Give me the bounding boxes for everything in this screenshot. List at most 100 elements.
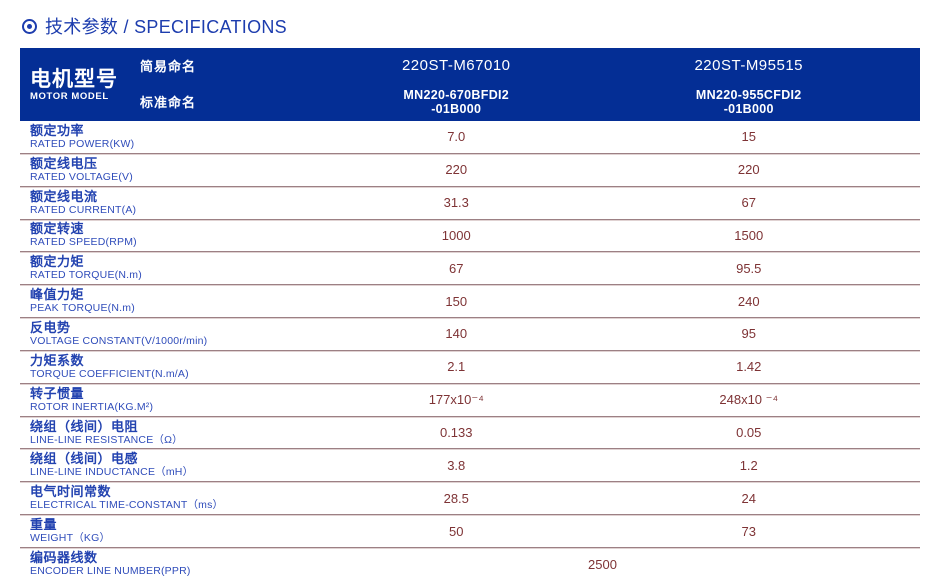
spec-label-en: PEAK TORQUE(N.m) — [30, 302, 135, 315]
spec-label-en: VOLTAGE CONSTANT(V/1000r/min) — [30, 334, 208, 347]
motor-model-header: 电机型号 MOTOR MODEL — [20, 48, 140, 121]
spec-value: 31.3 — [443, 195, 469, 211]
spec-value: 24 — [741, 490, 756, 506]
spec-label: 峰值力矩 PEAK TORQUE(N.m) — [20, 287, 310, 315]
spec-label: 反电势 VOLTAGE CONSTANT(V/1000r/min) — [20, 319, 310, 347]
spec-value: 1000 — [441, 227, 471, 243]
spec-value: 0.133 — [439, 425, 473, 441]
spec-label-en: RATED CURRENT(A) — [30, 203, 137, 216]
spec-label-en: RATED VOLTAGE(V) — [30, 170, 133, 183]
model-2-standard-name-line1: MN220-955CFDI2 — [695, 87, 802, 102]
spec-value: 2.1 — [447, 359, 466, 375]
spec-label-zh: 额定线电流 — [30, 188, 98, 204]
spec-row: 电气时间常数 ELECTRICAL TIME-CONSTANT（ms） 28.5 24 — [20, 482, 920, 516]
spec-row: 转子惯量 ROTOR INERTIA(KG.M²) 177x10⁻⁴ 248x10 ⁻… — [20, 384, 920, 417]
spec-value: 240 — [737, 293, 760, 309]
spec-label-zh: 额定功率 — [30, 122, 85, 138]
spec-row: 反电势 VOLTAGE CONSTANT(V/1000r/min) 140 95 — [20, 318, 920, 351]
spec-label-en: TORQUE COEFFICIENT(N.m/A) — [30, 367, 189, 380]
spec-label-zh: 绕组（线间）电感 — [30, 451, 139, 467]
spec-label-zh: 额定线电压 — [30, 155, 98, 171]
model-2-standard-name-line2: -01B000 — [723, 101, 774, 116]
spec-label: 额定力矩 RATED TORQUE(N.m) — [20, 254, 310, 282]
spec-label-zh: 转子惯量 — [30, 385, 85, 401]
motor-model-title-zh: 电机型号 — [30, 67, 118, 91]
spec-value: 1.2 — [739, 457, 758, 473]
spec-label: 额定功率 RATED POWER(KW) — [20, 122, 310, 150]
spec-value: 220 — [737, 162, 760, 178]
spec-label-zh: 力矩系数 — [30, 352, 85, 368]
spec-label: 力矩系数 TORQUE COEFFICIENT(N.m/A) — [20, 352, 310, 380]
model-2-simple-name: 220ST-M95515 — [694, 56, 804, 74]
spec-label: 绕组（线间）电感 LINE-LINE INDUCTANCE（mH） — [20, 451, 310, 479]
spec-label: 额定线电压 RATED VOLTAGE(V) — [20, 155, 310, 183]
spec-row: 峰值力矩 PEAK TORQUE(N.m) 150 240 — [20, 285, 920, 319]
spec-value: 1.42 — [736, 359, 762, 375]
circle-dot-icon — [22, 18, 37, 34]
simple-name-label: 简易命名 — [140, 58, 197, 74]
spec-row: 额定线电流 RATED CURRENT(A) 31.3 67 — [20, 187, 920, 220]
model-1-standard-name: MN220-670BFDI2 -01B000 — [310, 82, 603, 121]
model-2-standard-name: MN220-955CFDI2 -01B000 — [603, 82, 896, 121]
spec-row: 重量 WEIGHT（KG） 50 73 — [20, 515, 920, 548]
spec-rows: 额定功率 RATED POWER(KW) 7.0 15 额定线电压 RATED VOLTA… — [20, 121, 920, 581]
spec-label-zh: 反电势 — [30, 319, 71, 335]
spec-label-zh: 编码器线数 — [30, 550, 98, 566]
spec-label-zh: 重量 — [30, 517, 58, 533]
spec-value: 50 — [449, 523, 464, 539]
spec-label: 转子惯量 ROTOR INERTIA(KG.M²) — [20, 385, 310, 413]
spec-value: 0.05 — [736, 425, 762, 441]
spec-value: 73 — [741, 523, 756, 539]
spec-label-en: ROTOR INERTIA(KG.M²) — [30, 400, 154, 413]
naming-labels: 简易命名 标准命名 — [140, 48, 310, 121]
spec-label-en: RATED POWER(KW) — [30, 137, 135, 150]
spec-value: 7.0 — [447, 129, 466, 145]
column-header-model-1: 220ST-M67010 MN220-670BFDI2 -01B000 — [310, 48, 603, 121]
spec-label: 重量 WEIGHT（KG） — [20, 517, 310, 545]
spec-value-span: 2500 — [588, 556, 617, 572]
model-1-simple-name: 220ST-M67010 — [401, 56, 511, 74]
model-1-standard-name-line1: MN220-670BFDI2 — [403, 87, 510, 102]
motor-model-title-en: MOTOR MODEL — [30, 90, 109, 102]
spec-value: 248x10 ⁻⁴ — [719, 391, 779, 407]
spec-label-en: LINE-LINE INDUCTANCE（mH） — [30, 466, 194, 479]
spec-row: 编码器线数 ENCODER LINE NUMBER(PPR) 2500 — [20, 548, 920, 581]
spec-value: 150 — [445, 293, 468, 309]
model-1-standard-name-line2: -01B000 — [431, 101, 482, 116]
spec-label: 绕组（线间）电阻 LINE-LINE RESISTANCE（Ω） — [20, 418, 310, 446]
spec-label: 额定线电流 RATED CURRENT(A) — [20, 188, 310, 216]
spec-row: 额定力矩 RATED TORQUE(N.m) 67 95.5 — [20, 252, 920, 286]
spec-row: 力矩系数 TORQUE COEFFICIENT(N.m/A) 2.1 1.42 — [20, 351, 920, 384]
standard-name-label: 标准命名 — [140, 95, 197, 110]
spec-value: 67 — [449, 260, 464, 276]
header-spacer — [895, 48, 920, 121]
spec-label-zh: 峰值力矩 — [30, 287, 85, 303]
spec-row: 绕组（线间）电阻 LINE-LINE RESISTANCE（Ω） 0.133 0.05 — [20, 417, 920, 450]
spec-value: 140 — [445, 326, 468, 342]
spec-label-zh: 额定转速 — [30, 221, 85, 237]
spec-value: 177x10⁻⁴ — [428, 391, 484, 407]
spec-label-zh: 电气时间常数 — [30, 484, 112, 500]
spec-value: 1500 — [734, 227, 764, 243]
spec-value: 28.5 — [443, 490, 469, 506]
spec-value: 220 — [445, 162, 468, 178]
spec-label-en: RATED SPEED(RPM) — [30, 236, 137, 249]
page-title: 技术参数 / SPECIFICATIONS — [45, 17, 287, 37]
spec-label-en: ENCODER LINE NUMBER(PPR) — [30, 565, 191, 578]
spec-row: 额定线电压 RATED VOLTAGE(V) 220 220 — [20, 154, 920, 187]
spec-label-en: LINE-LINE RESISTANCE（Ω） — [30, 433, 183, 446]
spec-label-zh: 绕组（线间）电阻 — [30, 418, 139, 434]
spec-label-en: ELECTRICAL TIME-CONSTANT（ms） — [30, 499, 224, 512]
spec-row: 额定转速 RATED SPEED(RPM) 1000 1500 — [20, 220, 920, 253]
spec-row: 绕组（线间）电感 LINE-LINE INDUCTANCE（mH） 3.8 1.2 — [20, 449, 920, 483]
spec-value: 3.8 — [447, 457, 466, 473]
spec-value: 15 — [741, 129, 756, 145]
spec-value: 67 — [741, 195, 756, 211]
spec-label: 电气时间常数 ELECTRICAL TIME-CONSTANT（ms） — [20, 484, 310, 512]
spec-value: 95.5 — [736, 260, 762, 276]
spec-label-en: RATED TORQUE(N.m) — [30, 269, 142, 282]
spec-table: 电机型号 MOTOR MODEL 简易命名 标准命名 220ST-M67010 … — [20, 48, 920, 581]
spec-label-en: WEIGHT（KG） — [30, 532, 111, 545]
spec-label-zh: 额定力矩 — [30, 254, 85, 270]
page-header: 技术参数 / SPECIFICATIONS — [0, 0, 950, 39]
